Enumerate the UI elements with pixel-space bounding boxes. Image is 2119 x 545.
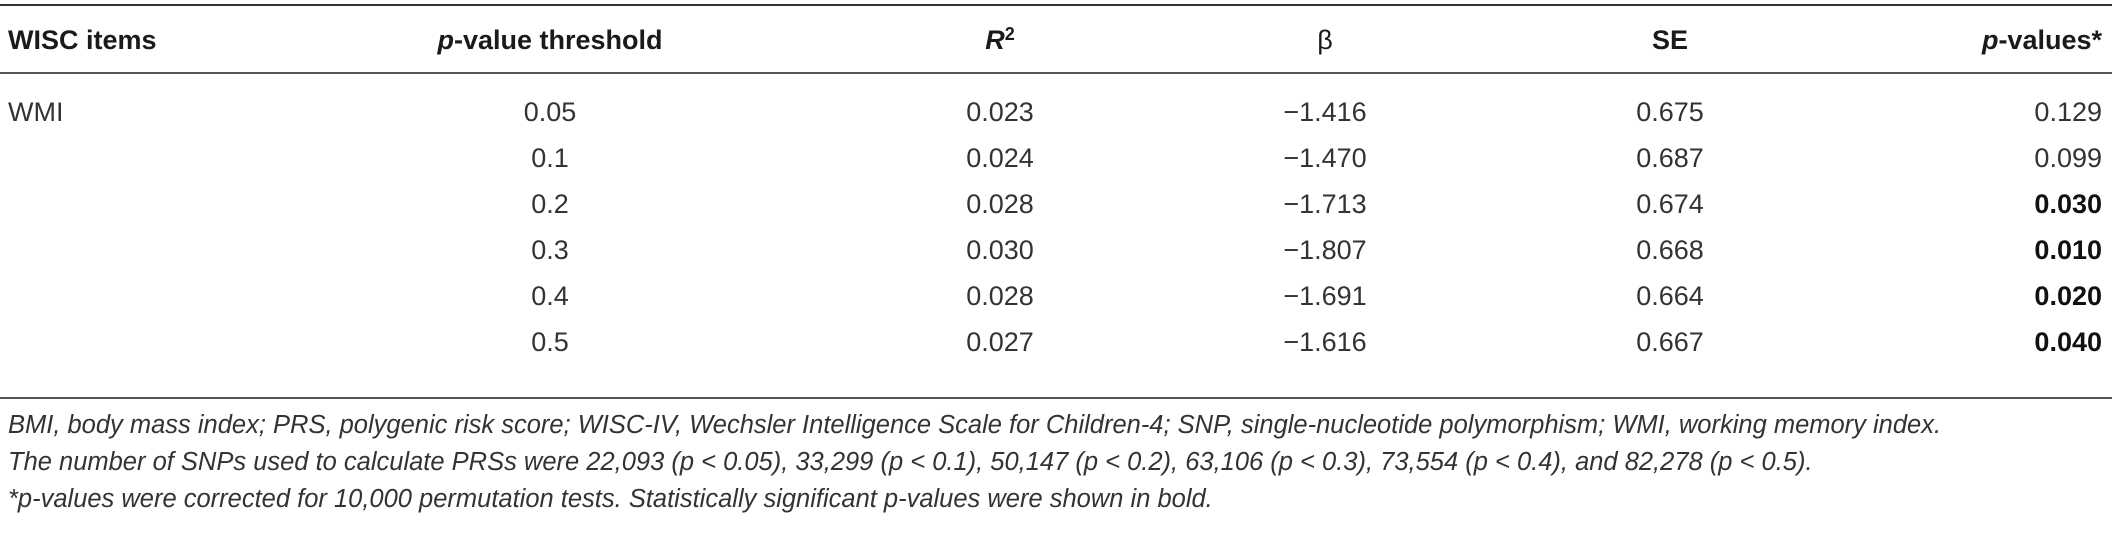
cell-threshold: 0.1 xyxy=(430,138,670,178)
cell-r2: 0.024 xyxy=(900,138,1100,178)
table-row: 0.5 0.027 −1.616 0.667 0.040 xyxy=(0,322,2112,362)
footnote-abbreviations: BMI, body mass index; PRS, polygenic ris… xyxy=(8,407,2112,444)
table-row: 0.4 0.028 −1.691 0.664 0.020 xyxy=(0,276,2112,316)
header-r-squared: R2 xyxy=(900,20,1100,60)
cell-threshold: 0.2 xyxy=(430,184,670,224)
cell-se: 0.675 xyxy=(1570,92,1770,132)
table-row: 0.2 0.028 −1.713 0.674 0.030 xyxy=(0,184,2112,224)
cell-se: 0.668 xyxy=(1570,230,1770,270)
top-rule xyxy=(0,4,2112,6)
header-p-values: p-values* xyxy=(1982,20,2102,60)
cell-beta: −1.416 xyxy=(1225,92,1425,132)
cell-p-value: 0.030 xyxy=(2034,184,2102,224)
cell-item: WMI xyxy=(8,92,63,132)
header-rule xyxy=(0,72,2112,74)
header-threshold-rest: -value threshold xyxy=(454,25,663,55)
cell-p-value: 0.040 xyxy=(2034,322,2102,362)
cell-r2: 0.030 xyxy=(900,230,1100,270)
cell-p-value: 0.010 xyxy=(2034,230,2102,270)
cell-r2: 0.027 xyxy=(900,322,1100,362)
table-header-row: WISC items p-value threshold R2 β SE p-v… xyxy=(0,20,2112,60)
header-r-exponent: 2 xyxy=(1005,24,1015,44)
cell-se: 0.664 xyxy=(1570,276,1770,316)
table-row: 0.3 0.030 −1.807 0.668 0.010 xyxy=(0,230,2112,270)
table-row: WMI 0.05 0.023 −1.416 0.675 0.129 xyxy=(0,92,2112,132)
header-p-italic: p xyxy=(437,25,454,55)
footnote-correction: *p-values were corrected for 10,000 perm… xyxy=(8,481,2112,518)
cell-r2: 0.028 xyxy=(900,276,1100,316)
header-wisc-items: WISC items xyxy=(8,20,157,60)
header-pvalues-italic: p xyxy=(1982,25,1999,55)
cell-p-value: 0.129 xyxy=(2034,92,2102,132)
table-footnotes: BMI, body mass index; PRS, polygenic ris… xyxy=(8,407,2112,518)
cell-threshold: 0.05 xyxy=(430,92,670,132)
header-r-letter: R xyxy=(985,25,1005,55)
cell-beta: −1.807 xyxy=(1225,230,1425,270)
header-pvalues-rest: -values* xyxy=(1998,25,2102,55)
header-beta: β xyxy=(1225,20,1425,60)
cell-se: 0.674 xyxy=(1570,184,1770,224)
cell-se: 0.667 xyxy=(1570,322,1770,362)
footnote-snp-counts: The number of SNPs used to calculate PRS… xyxy=(8,444,2112,481)
cell-p-value: 0.020 xyxy=(2034,276,2102,316)
cell-r2: 0.023 xyxy=(900,92,1100,132)
cell-p-value: 0.099 xyxy=(2034,138,2102,178)
cell-beta: −1.616 xyxy=(1225,322,1425,362)
cell-beta: −1.691 xyxy=(1225,276,1425,316)
cell-r2: 0.028 xyxy=(900,184,1100,224)
table-row: 0.1 0.024 −1.470 0.687 0.099 xyxy=(0,138,2112,178)
header-se: SE xyxy=(1570,20,1770,60)
cell-threshold: 0.3 xyxy=(430,230,670,270)
cell-threshold: 0.5 xyxy=(430,322,670,362)
cell-se: 0.687 xyxy=(1570,138,1770,178)
cell-beta: −1.713 xyxy=(1225,184,1425,224)
cell-beta: −1.470 xyxy=(1225,138,1425,178)
bottom-rule xyxy=(0,397,2112,399)
cell-threshold: 0.4 xyxy=(430,276,670,316)
header-p-value-threshold: p-value threshold xyxy=(430,20,670,60)
